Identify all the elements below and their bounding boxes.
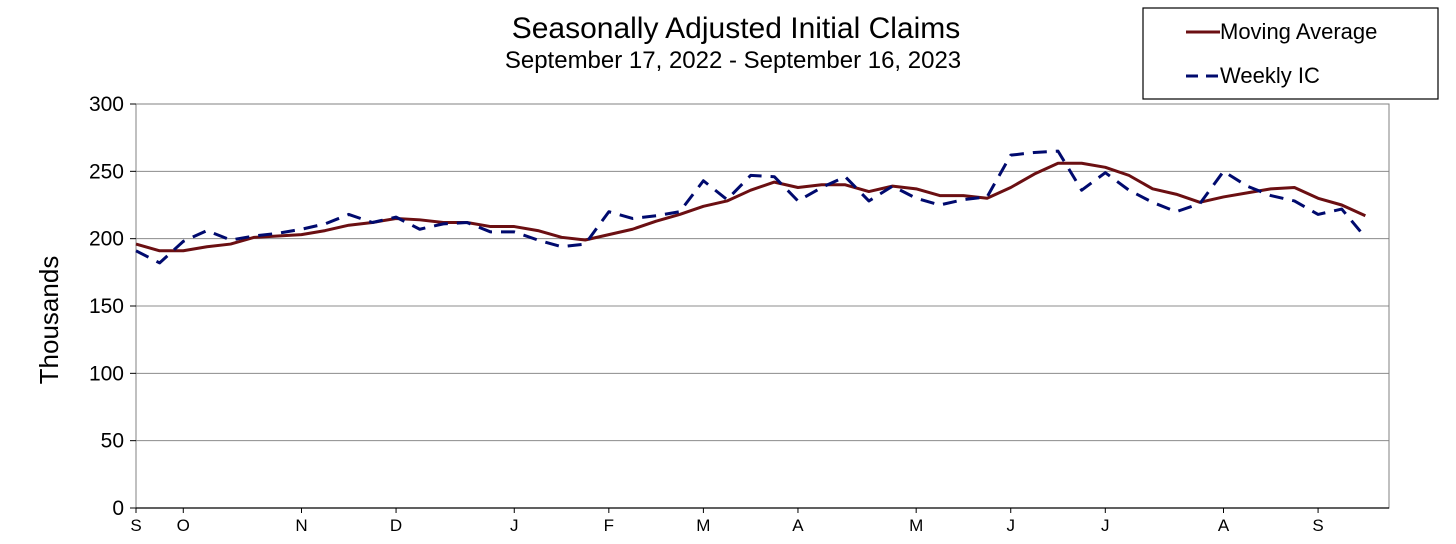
x-tick-label: D [390, 516, 402, 535]
x-tick-label: F [604, 516, 614, 535]
x-tick-label: J [1101, 516, 1110, 535]
x-tick-label: A [792, 516, 804, 535]
x-tick-label: M [909, 516, 923, 535]
x-tick-label: S [1312, 516, 1323, 535]
x-tick-label: S [130, 516, 141, 535]
legend-label-weekly-ic: Weekly IC [1220, 63, 1320, 88]
gridlines [136, 170, 1389, 442]
y-tick-label: 0 [112, 497, 124, 520]
series-line-weekly-ic [135, 149, 1367, 265]
x-tick-label: J [510, 516, 519, 535]
y-tick-label: 50 [101, 430, 124, 453]
legend-box [1142, 7, 1439, 100]
chart-title: Seasonally Adjusted Initial Claims [512, 12, 961, 45]
legend-label-moving-average: Moving Average [1220, 19, 1377, 44]
x-tick-label: O [177, 516, 190, 535]
y-tick-label: 250 [89, 160, 124, 183]
series-line-moving-average [135, 161, 1366, 253]
series-lines [135, 149, 1367, 265]
x-tick-label: J [1006, 516, 1015, 535]
y-tick-label: 200 [89, 228, 124, 251]
y-tick-label: 300 [89, 93, 124, 116]
x-tick-label: M [696, 516, 710, 535]
chart-subtitle: September 17, 2022 - September 16, 2023 [505, 47, 961, 74]
y-axis-ticks: 0 50 100 150 200 250 300 [89, 93, 136, 520]
y-tick-label: 100 [89, 362, 124, 385]
x-tick-label: A [1218, 516, 1230, 535]
y-tick-label: 150 [89, 295, 124, 318]
x-tick-label: N [295, 516, 307, 535]
y-axis-label: Thousands [34, 256, 64, 385]
legend: Moving Average Weekly IC [1142, 7, 1439, 100]
